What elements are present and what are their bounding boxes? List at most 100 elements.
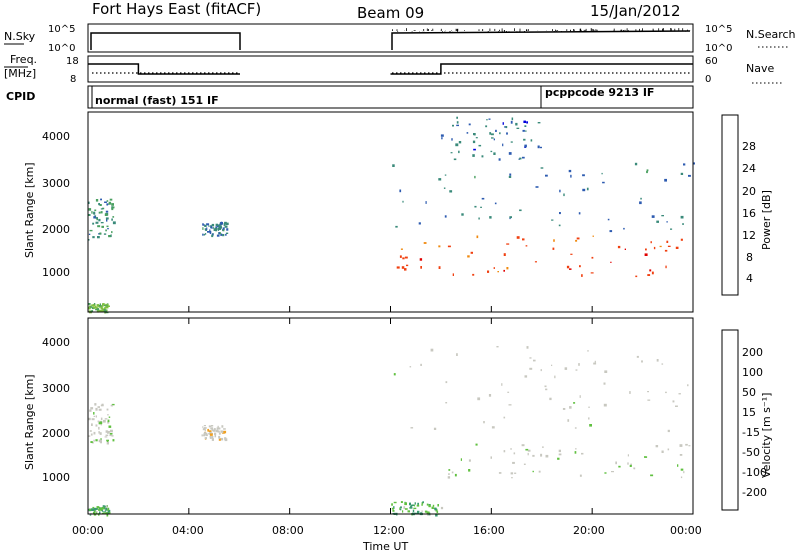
scatter-cell	[221, 425, 224, 428]
scatter-cell	[94, 403, 97, 406]
scatter-cell	[103, 307, 107, 309]
scatter-cell	[106, 203, 109, 206]
scatter-cell	[688, 174, 691, 177]
scatter-cell	[426, 503, 429, 506]
scatter-cell	[468, 459, 471, 462]
scatter-cell	[624, 248, 626, 250]
scatter-cell	[92, 222, 95, 225]
scatter-cell	[204, 437, 207, 440]
scatter-cell	[507, 391, 510, 393]
scatter-cell	[588, 417, 590, 420]
scatter-cell	[88, 310, 92, 312]
cpid-first-mode: normal (fast) 151 IF	[95, 94, 219, 107]
scatter-cell	[218, 232, 220, 235]
velocity-cbar-tick-15: 15	[742, 406, 756, 419]
scatter-cell	[544, 385, 547, 388]
scatter-cell	[661, 450, 664, 453]
scatter-cell	[558, 453, 562, 456]
scatter-cell	[433, 427, 437, 430]
scatter-cell	[103, 419, 106, 423]
scatter-cell	[680, 172, 684, 175]
scatter-cell	[102, 305, 104, 307]
beam-title: Beam 09	[357, 4, 424, 22]
scatter-cell	[91, 211, 93, 214]
scatter-cell	[400, 508, 402, 511]
power-cbar-tick-28: 28	[742, 140, 756, 153]
nsky-tick-top: 10^5	[48, 24, 75, 35]
scatter-cell	[104, 309, 107, 311]
scatter-cell	[222, 229, 225, 232]
scatter-cell	[504, 126, 507, 128]
scatter-cell	[112, 216, 115, 218]
station-title: Fort Hays East (fitACF)	[92, 0, 261, 18]
scatter-cell	[89, 409, 92, 412]
scatter-cell	[88, 417, 91, 421]
scatter-cell	[100, 222, 104, 224]
scatter-cell	[485, 125, 488, 128]
scatter-cell	[573, 402, 576, 404]
scatter-cell	[519, 157, 522, 160]
scatter-cell	[403, 506, 406, 509]
scatter-cell	[215, 226, 218, 229]
scatter-cell	[418, 222, 421, 225]
freq-tick-bottom: 8	[70, 74, 76, 85]
scatter-cell	[111, 218, 113, 221]
scatter-cell	[503, 450, 506, 453]
scatter-cell	[522, 238, 525, 241]
scatter-cell	[530, 139, 533, 142]
velocity-plot-bg	[88, 318, 693, 514]
scatter-cell	[475, 443, 478, 446]
xtick-1: 04:00	[172, 524, 204, 537]
scatter-cell	[473, 148, 476, 151]
velocity-ylabel: Slant Range [km]	[23, 374, 36, 470]
scatter-cell	[93, 439, 95, 442]
scatter-cell	[499, 132, 501, 135]
scatter-cell	[105, 512, 108, 515]
scatter-cell	[202, 426, 204, 428]
scatter-cell	[211, 223, 215, 227]
scatter-cell	[495, 129, 497, 132]
scatter-cell	[223, 223, 226, 226]
scatter-cell	[93, 216, 96, 219]
scatter-cell	[214, 227, 218, 230]
scatter-cell	[514, 472, 517, 474]
scatter-cell	[489, 216, 492, 219]
scatter-cell	[540, 369, 542, 372]
scatter-cell	[95, 199, 99, 202]
scatter-cell	[618, 465, 621, 468]
scatter-cell	[208, 432, 210, 435]
scatter-cell	[203, 427, 207, 429]
scatter-cell	[95, 415, 97, 418]
scatter-cell	[203, 428, 205, 430]
scatter-cell	[100, 208, 104, 210]
scatter-cell	[440, 506, 444, 510]
scatter-cell	[667, 429, 670, 433]
scatter-cell	[647, 399, 651, 401]
scatter-cell	[575, 369, 578, 371]
scatter-cell	[653, 246, 656, 250]
scatter-cell	[524, 375, 528, 378]
scatter-cell	[430, 348, 434, 352]
scatter-cell	[103, 233, 107, 235]
scatter-cell	[97, 406, 100, 408]
scatter-cell	[218, 427, 221, 430]
scatter-cell	[400, 501, 403, 503]
scatter-cell	[93, 513, 97, 516]
scatter-cell	[108, 201, 112, 205]
scatter-cell	[105, 306, 108, 309]
scatter-cell	[610, 261, 612, 263]
scatter-cell	[552, 247, 555, 250]
xtick-0: 00:00	[72, 524, 104, 537]
scatter-cell	[224, 438, 228, 442]
scatter-cell	[661, 363, 664, 365]
scatter-cell	[677, 464, 679, 467]
velocity-data-layer	[88, 346, 691, 517]
scatter-cell	[666, 240, 669, 243]
scatter-cell	[92, 306, 95, 308]
scatter-cell	[559, 212, 561, 215]
scatter-cell	[501, 383, 503, 386]
scatter-cell	[594, 360, 596, 363]
scatter-cell	[456, 121, 459, 124]
scatter-cell	[581, 452, 584, 455]
scatter-cell	[104, 306, 106, 309]
